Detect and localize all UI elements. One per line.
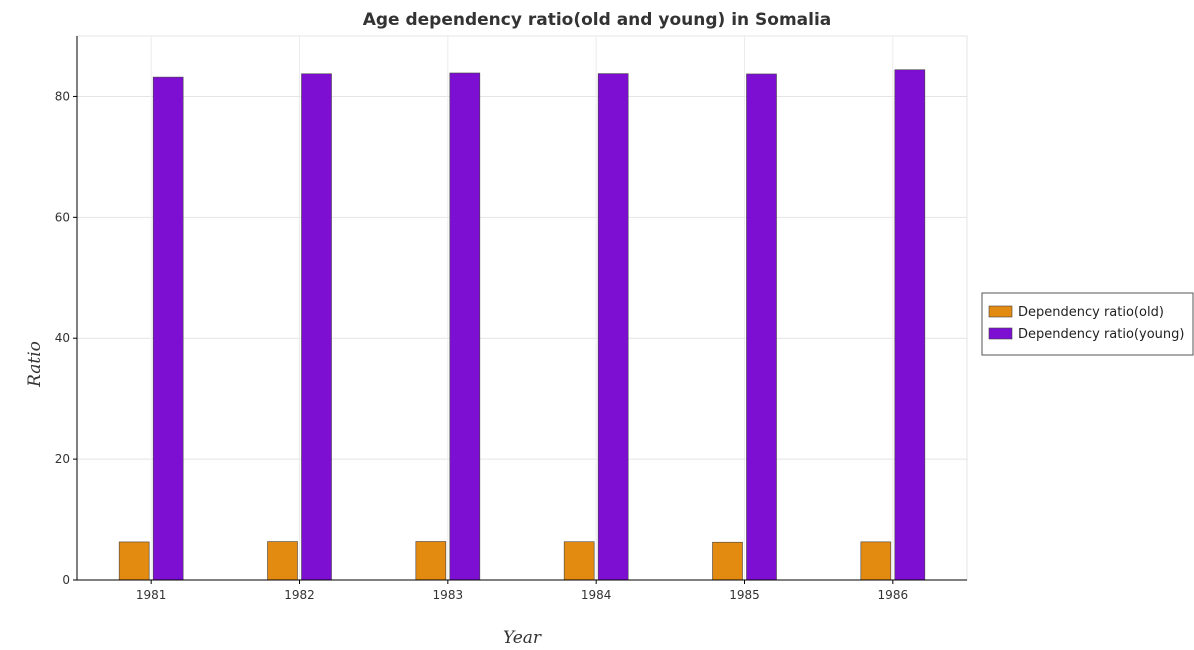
bar-old-1986	[860, 541, 892, 581]
bar-young-1981	[152, 76, 184, 581]
bar-young-1982	[301, 73, 332, 581]
axes: 0 20 40 60 80 1981 1982 1983 1984 1985 1986	[55, 36, 967, 602]
bar-young-1984	[597, 73, 629, 581]
grid	[76, 35, 968, 581]
y-tick-label: 0	[62, 573, 70, 587]
legend-swatch-young	[988, 327, 1013, 340]
x-tick-label: 1985	[729, 588, 760, 602]
bar-old-1981	[118, 541, 150, 581]
y-tick-label: 80	[55, 89, 70, 103]
bar-old-1985	[712, 541, 743, 581]
bars	[118, 69, 926, 581]
plot-frame	[76, 35, 968, 581]
bar-old-1984	[563, 541, 595, 581]
x-tick-label: 1982	[284, 588, 315, 602]
y-tick-label: 60	[55, 210, 70, 224]
x-tick-label: 1981	[136, 588, 167, 602]
legend-swatch-old	[988, 305, 1013, 318]
bar-old-1983	[415, 541, 447, 581]
bar-young-1985	[746, 73, 777, 581]
y-tick-label: 40	[55, 331, 70, 345]
y-tick-label: 20	[55, 452, 70, 466]
x-tick-label: 1984	[581, 588, 612, 602]
x-tick-label: 1983	[433, 588, 464, 602]
bar-young-1986	[894, 69, 926, 581]
y-axis-label: Ratio	[25, 341, 45, 388]
bar-old-1982	[267, 541, 298, 581]
x-tick-label: 1986	[878, 588, 909, 602]
chart-title: Age dependency ratio(old and young) in S…	[363, 10, 832, 30]
x-axis-label: Year	[503, 628, 542, 648]
legend-label-young: Dependency ratio(young)	[1018, 327, 1184, 342]
bar-young-1983	[449, 72, 481, 581]
legend: Dependency ratio(old) Dependency ratio(yo…	[981, 292, 1194, 356]
legend-box	[981, 292, 1194, 356]
legend-label-old: Dependency ratio(old)	[1018, 305, 1164, 320]
